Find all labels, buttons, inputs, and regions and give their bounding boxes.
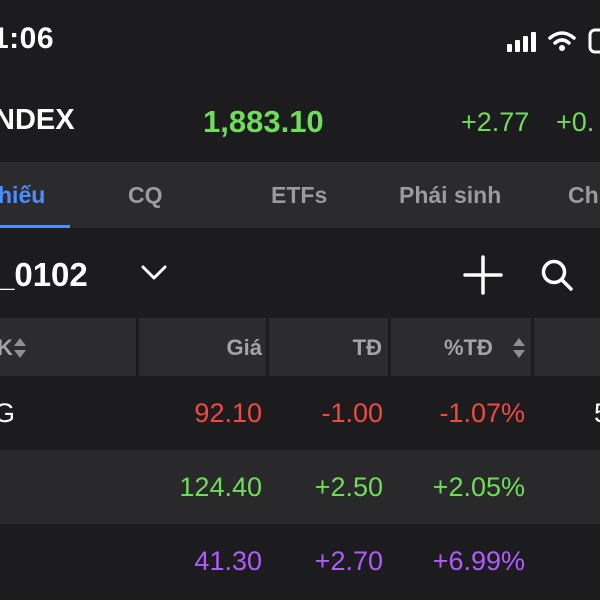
index-name: NDEX <box>0 104 75 136</box>
table-row[interactable]: G 92.10 -1.00 -1.07% 5 <box>0 376 600 450</box>
watchlist-name[interactable]: _0102 <box>0 256 88 293</box>
chevron-down-icon[interactable] <box>140 264 168 282</box>
row-change: +2.70 <box>314 546 383 576</box>
index-summary[interactable]: NDEX 1,883.10 +2.77 +0. <box>0 90 600 160</box>
tab-cq[interactable]: CQ <box>128 182 163 208</box>
header-extra[interactable] <box>534 318 600 376</box>
sort-icon[interactable] <box>12 336 28 360</box>
table-header: K Giá TĐ %TĐ <box>0 318 600 376</box>
market-tabs: hiếu CQ ETFs Phái sinh Ch <box>0 162 600 228</box>
signal-icon <box>507 30 536 52</box>
watchlist-header: _0102 <box>0 228 600 318</box>
plus-icon[interactable] <box>463 255 503 295</box>
row-change-pct: +6.99% <box>432 546 525 576</box>
header-code[interactable]: K <box>0 318 136 376</box>
table-row[interactable]: 41.30 +2.70 +6.99% <box>0 524 600 598</box>
table-row[interactable]: 124.40 +2.50 +2.05% <box>0 450 600 524</box>
tab-derivatives[interactable]: Phái sinh <box>399 182 502 208</box>
sort-icon[interactable] <box>511 336 527 360</box>
header-price-label: Giá <box>226 335 262 360</box>
header-price[interactable]: Giá <box>139 318 266 376</box>
header-change[interactable]: TĐ <box>269 318 388 376</box>
row-code: G <box>0 398 16 428</box>
header-change-pct[interactable]: %TĐ <box>391 318 531 376</box>
row-change-pct: -1.07% <box>439 398 525 428</box>
row-price: 41.30 <box>194 546 262 576</box>
index-value: 1,883.10 <box>203 104 324 139</box>
tab-etfs[interactable]: ETFs <box>271 182 328 208</box>
search-icon[interactable] <box>540 258 574 292</box>
active-tab-indicator <box>0 225 70 228</box>
header-code-label: K <box>0 335 13 360</box>
tab-more[interactable]: Ch <box>568 182 599 208</box>
header-change-pct-label: %TĐ <box>444 335 493 360</box>
wifi-icon <box>548 31 576 51</box>
index-change: +2.77 <box>461 107 530 137</box>
row-change-pct: +2.05% <box>432 472 525 502</box>
row-change: -1.00 <box>321 398 383 428</box>
status-time: 1:06 <box>0 22 55 55</box>
row-extra: 5 <box>594 398 600 429</box>
row-change: +2.50 <box>314 472 383 502</box>
battery-icon <box>588 28 600 54</box>
status-bar: 1:06 <box>0 0 600 80</box>
index-change-percent: +0. <box>556 107 595 137</box>
header-change-label: TĐ <box>352 335 382 360</box>
tab-stocks[interactable]: hiếu <box>0 182 46 208</box>
row-price: 124.40 <box>179 472 262 502</box>
row-price: 92.10 <box>194 398 262 428</box>
status-icons <box>507 26 600 56</box>
